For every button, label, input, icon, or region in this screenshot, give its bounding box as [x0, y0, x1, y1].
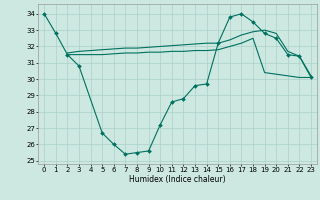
X-axis label: Humidex (Indice chaleur): Humidex (Indice chaleur)	[129, 175, 226, 184]
